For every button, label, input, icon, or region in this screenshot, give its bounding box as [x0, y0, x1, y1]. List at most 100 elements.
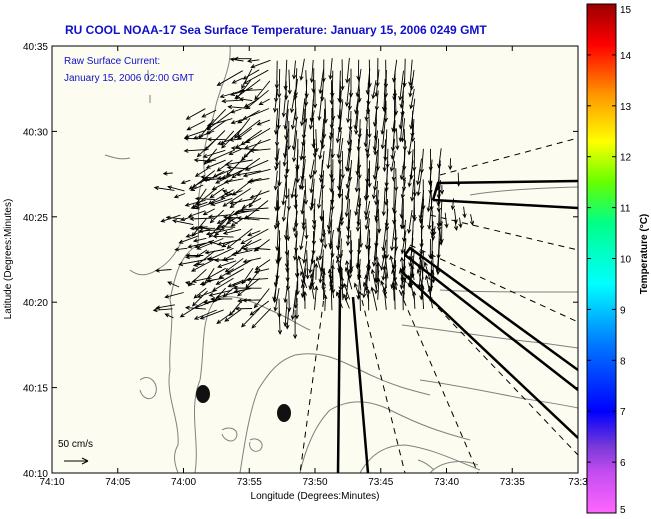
current-vector — [250, 59, 271, 69]
current-vector — [189, 216, 215, 222]
current-vector — [367, 108, 372, 139]
current-label: Raw Surface Current: — [64, 56, 160, 67]
current-vector — [240, 238, 262, 249]
current-vector — [236, 278, 260, 297]
current-vector — [183, 148, 207, 153]
current-vector — [208, 247, 234, 261]
current-vector — [426, 180, 433, 213]
current-vector — [400, 289, 406, 311]
current-vector — [292, 309, 298, 340]
current-vector — [345, 57, 350, 84]
lat-tick-label: 40:25 — [23, 213, 48, 224]
current-vector — [305, 250, 310, 280]
current-vector — [462, 206, 467, 219]
current-vector — [173, 193, 186, 199]
lon-tick-label: 73:50 — [302, 477, 327, 488]
current-vector — [283, 59, 288, 91]
current-vector — [245, 277, 269, 282]
current-vector — [408, 280, 415, 300]
current-vector — [319, 200, 324, 221]
current-vector — [245, 89, 269, 110]
current-vector — [205, 159, 226, 169]
current-vector — [223, 192, 236, 197]
current-vector — [399, 160, 405, 181]
current-vector — [290, 178, 296, 199]
current-vector — [340, 150, 345, 180]
current-vector — [190, 184, 204, 191]
current-vector — [242, 168, 271, 178]
temperature-colorbar — [586, 3, 617, 514]
current-vector — [193, 300, 215, 309]
current-vector — [281, 199, 287, 222]
current-vector — [309, 189, 314, 212]
current-vector — [238, 97, 253, 102]
current-vector — [256, 119, 271, 126]
current-vector — [198, 225, 212, 231]
lat-tick-label: 40:30 — [23, 127, 48, 138]
colorbar-tick-label: 8 — [620, 356, 626, 367]
current-vector — [206, 149, 235, 163]
current-vector — [258, 98, 270, 106]
current-vector — [245, 128, 271, 144]
current-vector — [193, 287, 207, 299]
current-vector — [152, 307, 173, 313]
current-vector — [241, 308, 260, 328]
current-vector — [154, 268, 172, 273]
current-vector — [381, 188, 386, 217]
current-vector — [164, 292, 184, 299]
current-vector — [202, 149, 226, 159]
current-vector — [395, 128, 400, 151]
current-vector — [309, 281, 315, 300]
current-vector — [353, 282, 361, 300]
current-vector — [430, 221, 435, 237]
current-vector — [292, 240, 298, 261]
current-vector — [221, 173, 237, 179]
vector-scale-arrow — [64, 457, 89, 465]
current-vector — [300, 270, 308, 289]
current-vector — [224, 159, 253, 167]
current-vector — [383, 253, 389, 279]
current-vector — [392, 78, 398, 99]
current-vector — [416, 169, 423, 197]
current-vector — [364, 99, 369, 122]
current-vector — [253, 268, 270, 274]
current-vector — [178, 259, 207, 267]
current-vector — [231, 249, 253, 257]
current-vector — [249, 300, 270, 316]
colorbar-tick-label: 7 — [620, 407, 626, 418]
current-vector — [435, 249, 441, 276]
current-vector — [162, 171, 173, 176]
current-vector — [241, 197, 262, 209]
bathymetry-contour — [439, 289, 578, 293]
current-vector — [186, 120, 206, 131]
current-vector — [302, 240, 308, 264]
current-vector — [300, 283, 306, 301]
current-vector — [242, 69, 260, 80]
current-vector — [299, 58, 305, 81]
current-vector — [229, 198, 253, 205]
current-vector — [317, 89, 323, 122]
current-vector — [219, 90, 243, 99]
current-vector — [289, 89, 296, 114]
current-vector — [439, 185, 445, 195]
current-vector — [207, 189, 234, 205]
current-vector — [226, 228, 253, 249]
current-vector — [286, 188, 292, 211]
coastline-contours — [104, 46, 578, 473]
current-vector — [355, 208, 361, 232]
current-vector — [321, 281, 326, 300]
current-vector — [367, 160, 372, 188]
current-vector — [246, 58, 260, 64]
current-vector — [323, 229, 328, 250]
colorbar-tick-label: 14 — [620, 51, 632, 62]
current-vector — [223, 257, 234, 262]
current-vector — [308, 249, 314, 274]
current-vector — [299, 98, 306, 127]
current-vector — [308, 159, 315, 180]
current-vector — [410, 264, 415, 281]
current-vector — [337, 178, 343, 199]
lon-tick-label: 73:40 — [434, 477, 459, 488]
current-vector — [380, 109, 386, 136]
current-vector — [303, 178, 309, 205]
vector-scale-label: 50 cm/s — [58, 439, 93, 450]
